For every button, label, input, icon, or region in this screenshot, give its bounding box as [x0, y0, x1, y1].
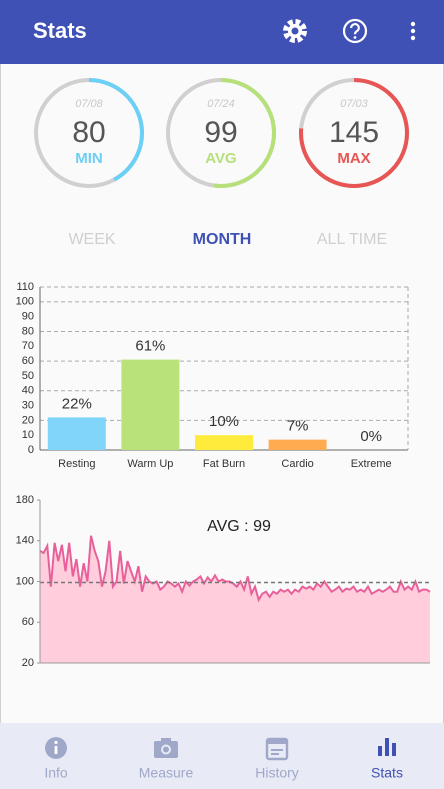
nav-label[interactable]: Info: [44, 765, 68, 781]
y-tick-label: 10: [22, 429, 34, 441]
settings-icon[interactable]: [283, 19, 307, 43]
y-tick-label: 180: [16, 494, 34, 506]
y-tick-label: 80: [22, 325, 34, 337]
nav-label[interactable]: Stats: [371, 765, 403, 781]
ring-value: 99: [204, 116, 237, 149]
ring-label: AVG: [205, 150, 236, 167]
y-tick-label: 20: [22, 657, 34, 669]
stats-icon[interactable]: [378, 738, 396, 756]
bar: [195, 435, 253, 450]
ring-label: MIN: [75, 150, 103, 167]
bar: [268, 439, 327, 450]
y-tick-label: 60: [22, 616, 34, 628]
x-tick-label: Extreme: [351, 458, 392, 470]
y-tick-label: 100: [16, 575, 34, 587]
bar-value-label: 61%: [135, 338, 165, 355]
ring-arc: [34, 78, 144, 188]
ring-date: 07/08: [75, 98, 103, 110]
y-tick-label: 90: [22, 311, 34, 323]
y-tick-label: 40: [22, 385, 34, 397]
ring-date: 07/24: [207, 98, 235, 110]
x-tick-label: Warm Up: [127, 458, 173, 470]
history-icon[interactable]: [265, 737, 289, 761]
bar-value-label: 0%: [360, 428, 382, 445]
y-tick-label: 140: [16, 535, 34, 547]
period-tab[interactable]: WEEK: [68, 231, 115, 248]
period-tab[interactable]: ALL TIME: [317, 231, 387, 248]
app-title: Stats: [33, 18, 87, 43]
x-tick-label: Fat Burn: [203, 458, 245, 470]
ring-value: 80: [72, 116, 105, 149]
y-tick-label: 100: [16, 296, 34, 308]
period-tab[interactable]: MONTH: [193, 231, 252, 248]
ring-arc: [299, 78, 409, 188]
nav-label[interactable]: History: [255, 765, 299, 781]
ring-arc: [166, 78, 276, 188]
info-icon[interactable]: [45, 737, 67, 759]
measure-icon[interactable]: [154, 738, 178, 758]
bar-value-label: 10%: [209, 413, 239, 430]
bar-value-label: 22%: [62, 395, 92, 412]
hr-line: [39, 535, 431, 603]
average-annotation: AVG : 99: [207, 518, 271, 535]
bar-value-label: 7%: [287, 418, 309, 435]
ring-value: 145: [329, 116, 379, 149]
y-tick-label: 0: [28, 444, 34, 456]
x-tick-label: Resting: [58, 458, 95, 470]
nav-label[interactable]: Measure: [139, 765, 194, 781]
ring-label: MAX: [337, 150, 370, 167]
y-tick-label: 60: [22, 355, 34, 367]
y-tick-label: 50: [22, 370, 34, 382]
app-bar: [0, 0, 444, 64]
overflow-menu[interactable]: [410, 21, 416, 41]
bar: [47, 417, 106, 450]
bottom-nav: [0, 723, 444, 789]
y-tick-label: 20: [22, 414, 34, 426]
y-tick-label: 110: [16, 281, 34, 293]
y-tick-label: 30: [22, 399, 34, 411]
y-tick-label: 70: [22, 340, 34, 352]
hr-area: [40, 535, 430, 663]
ring-date: 07/03: [340, 98, 368, 110]
x-tick-label: Cardio: [281, 458, 313, 470]
help-icon[interactable]: [342, 18, 368, 44]
bar: [121, 359, 180, 450]
